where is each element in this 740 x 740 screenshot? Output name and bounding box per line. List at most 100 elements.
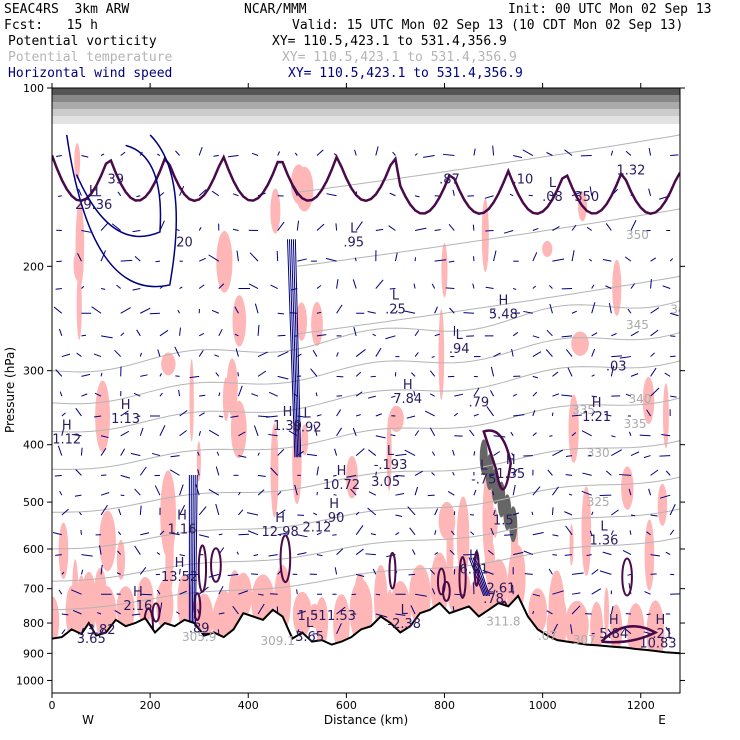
wind-vector	[55, 288, 62, 290]
wind-vector	[325, 257, 337, 262]
wind-vector	[277, 351, 289, 358]
wind-vector	[552, 486, 559, 496]
wind-vector	[253, 425, 259, 436]
wind-vector	[430, 393, 435, 397]
wind-vector	[469, 429, 475, 437]
wind-vector	[434, 306, 438, 314]
wind-vector	[58, 589, 63, 595]
extremum-value: 10.83	[639, 637, 676, 652]
wind-vector	[238, 455, 247, 458]
wind-vector	[140, 307, 151, 314]
wind-vector	[650, 279, 652, 289]
pv-fill-blob	[542, 240, 553, 258]
wind-vector	[630, 220, 637, 231]
wind-vector	[611, 435, 616, 438]
wind-vector	[622, 549, 632, 556]
wind-vector	[211, 190, 220, 197]
wind-vector	[356, 573, 365, 578]
wind-vector	[198, 412, 205, 417]
wind-vector	[81, 554, 93, 557]
pv-fill-blob	[627, 603, 645, 659]
wind-vector	[513, 288, 517, 290]
wind-vector	[431, 451, 436, 456]
extremum-value: 3.05	[371, 475, 400, 490]
pv-contours	[52, 134, 680, 650]
theta-contour-label: 350	[626, 228, 649, 242]
wind-vector	[94, 415, 102, 418]
extremum-value: 1.13	[111, 412, 140, 427]
wind-vector	[61, 353, 71, 358]
field-name-pv: Potential vorticity	[8, 34, 157, 49]
wind-vector	[120, 430, 130, 437]
wind-vector	[355, 511, 360, 516]
extremum-value: .78	[483, 592, 504, 607]
wind-vector	[582, 472, 592, 476]
wind-vector	[316, 414, 322, 417]
wind-vector	[130, 452, 141, 457]
wind-vector	[571, 224, 577, 231]
pv-fill-blob	[446, 505, 454, 594]
high-marker: H	[283, 405, 293, 420]
pv-fill-blob	[161, 352, 176, 376]
wind-vector	[552, 258, 565, 262]
wind-vector	[191, 474, 194, 639]
extremum-value: 2.16	[123, 599, 152, 614]
wind-vector	[650, 469, 659, 476]
wind-vector	[608, 303, 612, 314]
wind-vector	[670, 154, 679, 157]
wind-vector	[388, 225, 396, 231]
wind-vector	[561, 394, 573, 397]
pv-fill-blob	[488, 559, 508, 611]
wind-vector	[532, 375, 539, 379]
wind-vector	[610, 365, 615, 377]
y-tick-label: 1000	[16, 674, 44, 687]
high-marker: H	[329, 497, 339, 512]
wind-vector	[552, 449, 564, 457]
wind-vector	[80, 447, 83, 456]
wind-vector	[431, 588, 436, 595]
wind-vector	[452, 189, 455, 196]
wind-vector	[134, 255, 141, 262]
wind-vector	[94, 392, 102, 397]
wind-vectors	[52, 145, 680, 639]
wind-vector	[61, 571, 65, 575]
y-tick-label: 900	[23, 647, 44, 660]
wind-vector	[169, 469, 180, 476]
wind-vector	[313, 512, 318, 516]
wind-vector	[375, 146, 379, 156]
wind-vector	[336, 623, 342, 635]
wind-vector	[565, 455, 573, 457]
wind-vector	[551, 507, 554, 516]
extremum-value: 13.52	[161, 570, 198, 585]
wind-vector	[136, 195, 141, 198]
wind-vector	[395, 474, 405, 477]
high-pv-band	[52, 116, 680, 124]
wind-vector	[434, 508, 439, 516]
wind-vector	[484, 195, 494, 199]
wind-vector	[218, 328, 223, 337]
wind-vector	[100, 564, 103, 575]
pv-fill-blob	[156, 579, 174, 631]
low-marker: L	[350, 221, 358, 236]
wind-vector	[570, 624, 573, 634]
wind-vector	[548, 568, 553, 575]
wind-vector	[61, 629, 66, 635]
wind-vector	[523, 310, 533, 314]
wind-vector	[218, 392, 221, 397]
pv-contour	[197, 544, 208, 593]
wind-vector	[473, 148, 476, 156]
wind-vector	[266, 415, 278, 418]
wind-vector	[81, 155, 89, 158]
wind-vector	[350, 488, 357, 496]
extremum-value: 6.91	[459, 563, 488, 578]
wind-vector	[78, 188, 82, 196]
wind-vector	[228, 155, 239, 158]
wind-vector	[117, 550, 122, 555]
wind-vector	[449, 307, 455, 314]
pv-fill-blob	[230, 400, 247, 459]
wind-vector	[346, 474, 357, 478]
wind-vector	[234, 306, 239, 314]
extremum-value: 12.98	[262, 525, 299, 540]
wind-vector	[355, 371, 362, 377]
wind-vector	[472, 283, 475, 289]
